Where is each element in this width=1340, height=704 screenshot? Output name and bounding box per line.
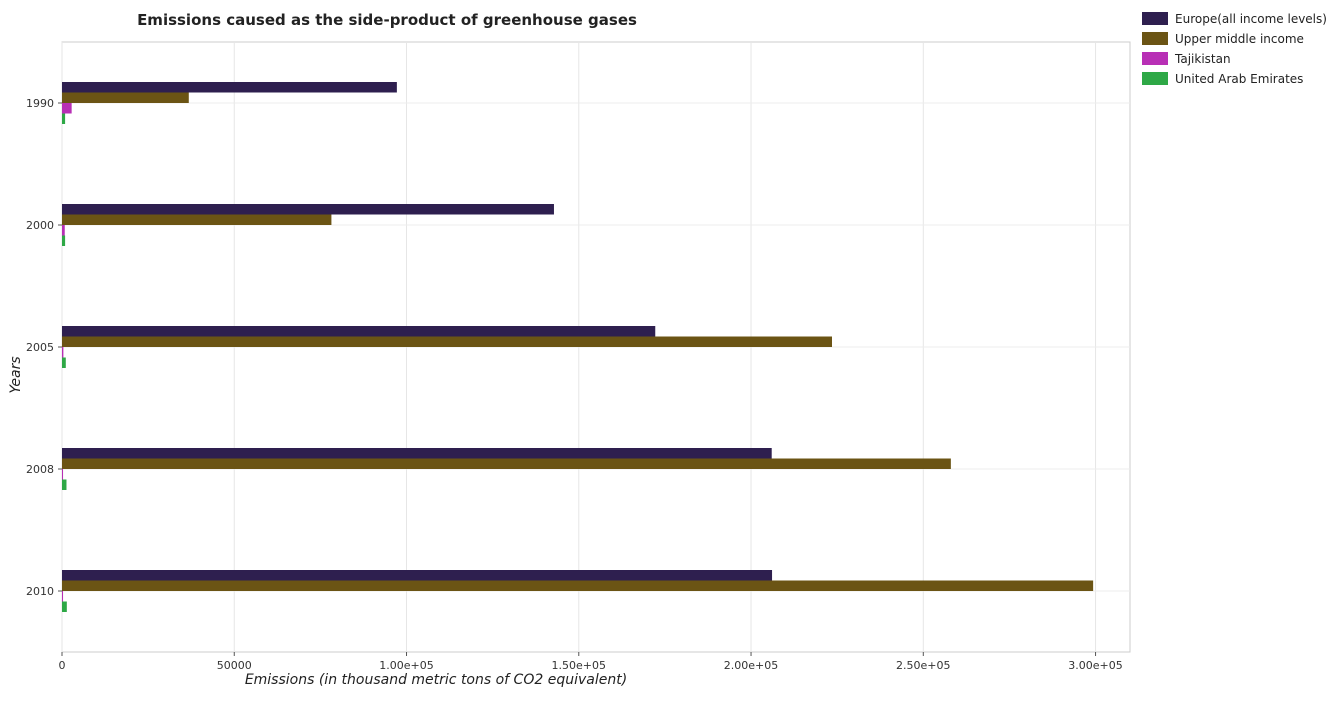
bar-tajikistan-1990 <box>62 103 72 114</box>
bar-upper-middle-income-2000 <box>62 214 332 225</box>
legend-label: Upper middle income <box>1175 32 1304 46</box>
bar-europe-all-income-levels--2000 <box>62 204 554 215</box>
bar-tajikistan-2005 <box>62 347 64 358</box>
legend-swatch <box>1142 12 1168 25</box>
legend-label: United Arab Emirates <box>1175 72 1303 86</box>
x-tick-label: 3.00e+05 <box>1068 659 1122 672</box>
bar-united-arab-emirates-1990 <box>62 113 66 124</box>
y-tick-label: 2010 <box>26 585 54 598</box>
x-axis-label: Emissions (in thousand metric tons of CO… <box>245 672 627 688</box>
legend-label: Tajikistan <box>1174 52 1231 66</box>
y-axis: 1990 2000 2005 2008 2010 <box>26 97 62 598</box>
y-axis-label: Years <box>8 356 24 393</box>
bar-europe-all-income-levels--2010 <box>62 570 773 581</box>
bar-united-arab-emirates-2000 <box>62 235 66 246</box>
bar-upper-middle-income-2008 <box>62 458 951 469</box>
bar-united-arab-emirates-2010 <box>62 601 67 612</box>
bar-upper-middle-income-2010 <box>62 580 1094 591</box>
x-tick-label: 2.00e+05 <box>724 659 778 672</box>
legend: Europe(all income levels) Upper middle in… <box>1142 12 1327 86</box>
bars <box>62 82 1094 612</box>
legend-swatch <box>1142 32 1168 45</box>
legend-swatch <box>1142 72 1168 85</box>
x-tick-label: 2.50e+05 <box>896 659 950 672</box>
x-tick-label: 50000 <box>217 659 252 672</box>
bar-united-arab-emirates-2005 <box>62 357 66 368</box>
bar-upper-middle-income-1990 <box>62 92 189 103</box>
x-axis: 0 50000 1.00e+05 1.50e+05 2.00e+05 2.50e+05 3.… <box>59 652 1123 672</box>
x-tick-label: 1.00e+05 <box>379 659 433 672</box>
bar-europe-all-income-levels--2008 <box>62 448 772 459</box>
bar-upper-middle-income-2005 <box>62 336 832 347</box>
y-tick-label: 1990 <box>26 97 54 110</box>
bar-tajikistan-2000 <box>62 225 65 236</box>
x-tick-label: 1.50e+05 <box>552 659 606 672</box>
bar-united-arab-emirates-2008 <box>62 479 67 490</box>
legend-swatch <box>1142 52 1168 65</box>
x-tick-label: 0 <box>59 659 66 672</box>
bar-europe-all-income-levels--2005 <box>62 326 656 337</box>
legend-label: Europe(all income levels) <box>1175 12 1327 26</box>
y-tick-label: 2008 <box>26 463 54 476</box>
y-tick-label: 2005 <box>26 341 54 354</box>
bar-tajikistan-2010 <box>62 591 64 602</box>
bar-tajikistan-2008 <box>62 469 64 480</box>
y-tick-label: 2000 <box>26 219 54 232</box>
bar-europe-all-income-levels--1990 <box>62 82 397 93</box>
chart-title: Emissions caused as the side-product of … <box>137 11 637 29</box>
